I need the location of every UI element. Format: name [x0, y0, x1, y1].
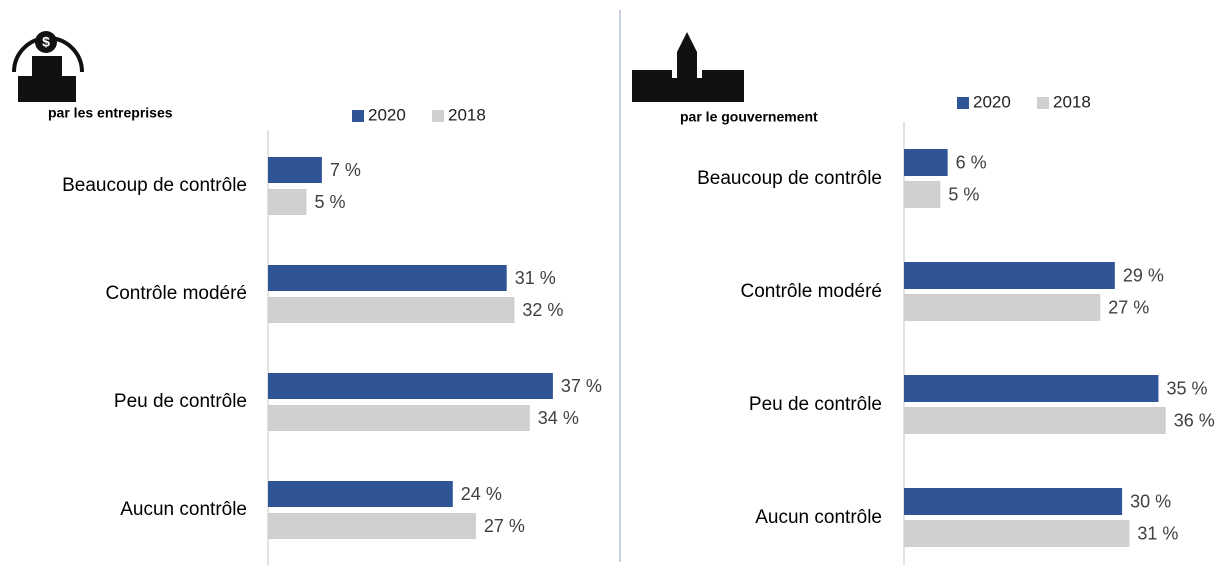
bar: [904, 375, 1159, 402]
bar: [904, 262, 1115, 289]
y-tick-label: Beaucoup de contrôle: [62, 175, 247, 196]
bar: [268, 297, 515, 323]
y-tick-label: Aucun contrôle: [755, 507, 882, 528]
y-tick-label: Contrôle modéré: [740, 281, 882, 302]
bar: [268, 373, 553, 399]
value-label: 31 %: [515, 268, 556, 288]
bar: [268, 157, 322, 183]
value-label: 36 %: [1174, 410, 1215, 430]
bar: [268, 265, 507, 291]
bar: [904, 294, 1101, 321]
value-label: 31 %: [1137, 523, 1178, 543]
value-label: 5 %: [948, 184, 979, 204]
value-label: 24 %: [461, 484, 502, 504]
value-label: 30 %: [1130, 491, 1171, 511]
value-label: 27 %: [1108, 297, 1149, 317]
value-label: 5 %: [315, 192, 346, 212]
value-label: 37 %: [561, 376, 602, 396]
legend-swatch: [957, 97, 969, 109]
legend-label: 2020: [973, 92, 1011, 111]
value-label: 6 %: [956, 152, 987, 172]
value-label: 32 %: [522, 300, 563, 320]
value-label: 29 %: [1123, 265, 1164, 285]
value-label: 35 %: [1166, 378, 1207, 398]
y-tick-label: Aucun contrôle: [120, 499, 247, 520]
y-tick-label: Contrôle modéré: [105, 283, 247, 304]
value-label: 34 %: [538, 408, 579, 428]
chart-subtitle: par les entreprises: [48, 105, 173, 121]
value-label: 7 %: [330, 160, 361, 180]
bar: [268, 189, 307, 215]
bar: [268, 481, 453, 507]
legend-label: 2018: [448, 105, 486, 124]
bar: [904, 149, 948, 176]
business-icon: $: [12, 31, 84, 102]
y-tick-label: Peu de contrôle: [749, 394, 882, 415]
parliament-icon: [632, 32, 744, 102]
bar: [904, 181, 941, 208]
y-tick-label: Peu de contrôle: [114, 391, 247, 412]
bar: [904, 520, 1130, 547]
y-tick-label: Beaucoup de contrôle: [697, 168, 882, 189]
legend-label: 2020: [368, 105, 406, 124]
bar: [268, 405, 530, 431]
svg-text:$: $: [42, 34, 50, 50]
chart-subtitle: par le gouvernement: [680, 109, 818, 125]
bar: [268, 513, 476, 539]
bar: [904, 407, 1166, 434]
legend-swatch: [1037, 97, 1049, 109]
legend-swatch: [352, 110, 364, 122]
legend-swatch: [432, 110, 444, 122]
bar: [904, 488, 1123, 515]
legend-label: 2018: [1053, 92, 1091, 111]
value-label: 27 %: [484, 516, 525, 536]
